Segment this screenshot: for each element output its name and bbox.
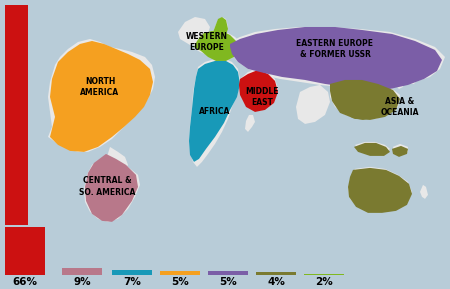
Polygon shape <box>230 27 445 87</box>
Bar <box>5 227 45 275</box>
Bar <box>304 273 344 275</box>
Text: 2%: 2% <box>315 277 333 287</box>
Polygon shape <box>48 39 155 152</box>
Polygon shape <box>240 69 278 111</box>
Polygon shape <box>189 61 240 162</box>
Polygon shape <box>105 147 128 177</box>
Polygon shape <box>348 167 412 212</box>
Bar <box>112 270 152 275</box>
Polygon shape <box>85 154 138 222</box>
Polygon shape <box>395 79 404 89</box>
Polygon shape <box>408 69 420 84</box>
Text: 5%: 5% <box>171 277 189 287</box>
Polygon shape <box>345 92 380 119</box>
Bar <box>256 272 296 275</box>
Text: EASTERN EUROPE
& FORMER USSR: EASTERN EUROPE & FORMER USSR <box>297 38 374 59</box>
Bar <box>160 271 200 275</box>
Polygon shape <box>355 142 390 154</box>
Text: WESTERN
EUROPE: WESTERN EUROPE <box>186 32 228 52</box>
Text: ASIA &
OCEANIA: ASIA & OCEANIA <box>381 97 419 117</box>
Polygon shape <box>296 85 330 124</box>
Text: MIDDLE
EAST: MIDDLE EAST <box>245 86 279 107</box>
Text: 5%: 5% <box>219 277 237 287</box>
Text: NORTH
AMERICA: NORTH AMERICA <box>81 77 120 97</box>
Polygon shape <box>230 27 442 89</box>
Polygon shape <box>194 39 201 50</box>
Text: CENTRAL &
SO. AMERICA: CENTRAL & SO. AMERICA <box>79 177 135 197</box>
Polygon shape <box>348 168 412 213</box>
Text: 66%: 66% <box>13 277 37 287</box>
Polygon shape <box>354 143 390 156</box>
Polygon shape <box>239 70 278 112</box>
Bar <box>5 5 28 225</box>
Polygon shape <box>194 31 238 61</box>
Polygon shape <box>212 17 228 39</box>
Bar <box>208 271 248 275</box>
Polygon shape <box>178 17 210 45</box>
Polygon shape <box>50 41 153 152</box>
Polygon shape <box>330 79 400 119</box>
Polygon shape <box>392 146 408 157</box>
Text: AFRICA: AFRICA <box>199 108 231 116</box>
Text: 7%: 7% <box>123 277 141 287</box>
Polygon shape <box>245 115 255 132</box>
Polygon shape <box>84 159 140 222</box>
Polygon shape <box>189 59 240 167</box>
Polygon shape <box>393 144 408 155</box>
Polygon shape <box>330 80 400 120</box>
Polygon shape <box>420 185 428 199</box>
Text: 9%: 9% <box>73 277 91 287</box>
Text: 4%: 4% <box>267 277 285 287</box>
Bar <box>62 268 102 275</box>
Polygon shape <box>212 17 228 41</box>
Polygon shape <box>198 34 207 41</box>
Polygon shape <box>195 31 242 61</box>
Polygon shape <box>343 94 380 120</box>
